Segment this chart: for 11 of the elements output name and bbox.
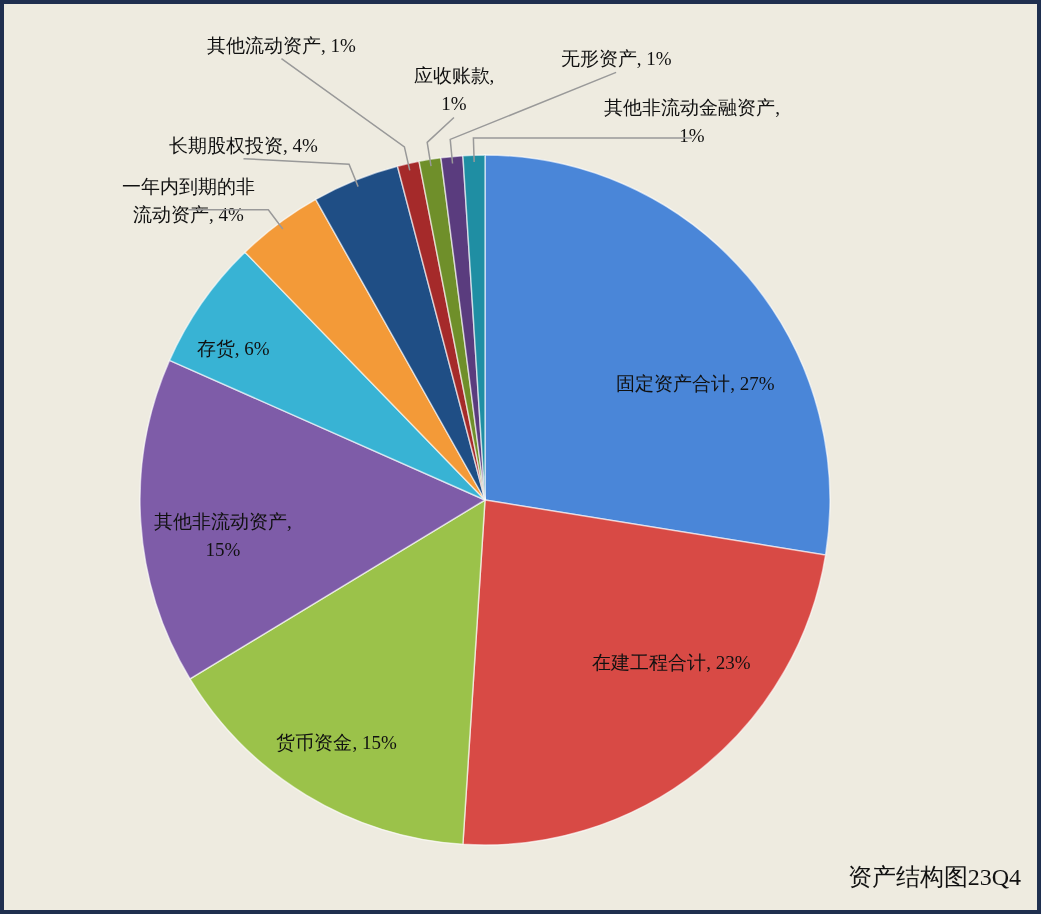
slice-label: 无形资产, 1% [560,48,672,70]
slice-label: 长期股权投资, 4% [169,134,319,156]
slice-label: 其他非流动资产, 15% [153,510,292,560]
slice-label: 其他流动资产, 1% [207,34,357,56]
slice-label: 固定资产合计, 27% [616,372,775,394]
slice-label: 在建工程合计, 23% [592,652,751,674]
slice-label: 存货, 6% [196,338,270,360]
slice-label: 应收账款, 1% [413,65,495,115]
text: 资产结构图23Q4 [847,864,1021,890]
slice-label: 货币资金, 15% [276,731,397,753]
slice-label: 其他非流动金融资产, 1% [604,96,780,146]
